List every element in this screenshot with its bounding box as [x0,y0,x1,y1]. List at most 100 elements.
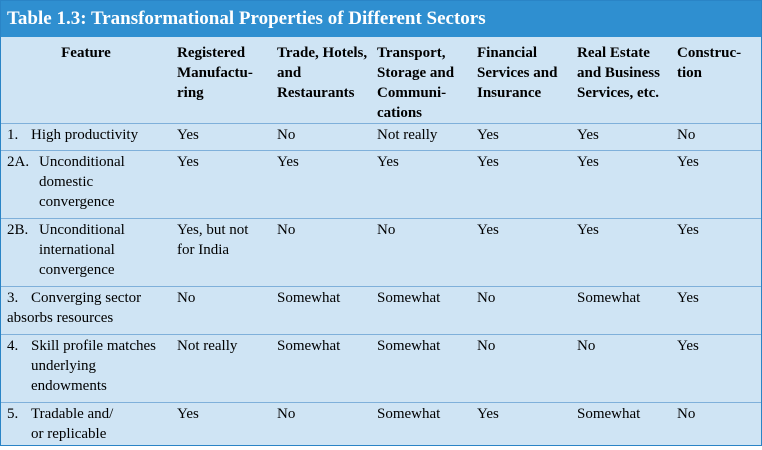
value-text: Yes [477,220,571,240]
value-cell: No [371,219,471,287]
value-text: Yes [377,152,471,172]
value-cell: Yes [171,124,271,151]
feature-number: 1. [7,125,31,145]
value-text: No [477,288,571,308]
value-cell: Yes [371,151,471,219]
value-text: No [377,220,471,240]
value-text: No [677,125,761,145]
value-text: Somewhat [277,336,371,356]
header-line: ring [177,83,271,103]
value-text: No [277,125,371,145]
table-row: 2B. Unconditional international converge… [1,219,761,287]
value-cell: No [171,287,271,335]
value-cell: Yes [671,335,761,403]
feature-text: Tradable and/ [31,404,113,424]
feature-number: 2A. [7,152,39,212]
value-text: Somewhat [277,288,371,308]
feature-text: endowments [31,376,156,396]
value-cell: Yes [671,151,761,219]
feature-number: 2B. [7,220,39,280]
value-cell: No [671,124,761,151]
feature-text: convergence [39,192,125,212]
header-line: Communi- [377,83,471,103]
value-cell: No [271,403,371,450]
value-cell: Yes [271,151,371,219]
value-cell: Yes [671,287,761,335]
feature-text: underlying [31,356,156,376]
value-cell: No [271,219,371,287]
value-text: Somewhat [377,288,471,308]
feature-number: 5. [7,404,31,444]
value-text: Somewhat [577,404,671,424]
header-line: cations [377,103,471,123]
value-text: Yes [277,152,371,172]
value-text: Yes [177,404,271,424]
header-line: Financial [477,43,571,63]
value-cell: Somewhat [271,287,371,335]
value-text: Yes [477,404,571,424]
value-cell: Not really [371,124,471,151]
header-line: and [277,63,371,83]
feature-cell: 2A. Unconditional domestic convergence [1,151,171,219]
value-text: Yes [677,220,761,240]
header-line: Registered [177,43,271,63]
value-text: Yes [677,288,761,308]
value-cell: Yes [571,219,671,287]
value-text: Somewhat [377,404,471,424]
table-title: Table 1.3: Transformational Properties o… [1,1,761,37]
feature-text: international [39,240,125,260]
value-text: Yes [477,125,571,145]
header-real-estate-business-services: Real Estate and Business Services, etc. [571,37,671,124]
value-cell: Somewhat [271,335,371,403]
value-cell: Yes [671,219,761,287]
value-text: No [177,288,271,308]
header-line: Manufactu- [177,63,271,83]
value-cell: Somewhat [371,287,471,335]
value-text: Yes [677,152,761,172]
value-cell: Somewhat [371,403,471,450]
header-financial-services-insurance: Financial Services and Insurance [471,37,571,124]
header-line: Services and [477,63,571,83]
feature-text: High productivity [31,125,138,145]
value-cell: Yes [171,151,271,219]
value-cell: Yes [471,151,571,219]
feature-text: Unconditional [39,220,125,240]
value-cell: Yes [171,403,271,450]
feature-text: Converging sector [31,288,141,308]
feature-text: Skill profile matches [31,336,156,356]
value-cell: No [271,124,371,151]
value-text: Yes, but not [177,220,271,240]
table-row: 5. Tradable and/ or replicable Yes No So… [1,403,761,450]
value-text: No [577,336,671,356]
value-cell: Yes [471,219,571,287]
value-cell: No [471,335,571,403]
feature-cell: 2B. Unconditional international converge… [1,219,171,287]
header-feature: Feature [1,37,171,124]
value-text: for India [177,240,271,260]
header-row: Feature Registered Manufactu- ring Trade… [1,37,761,124]
header-transport-storage-communications: Transport, Storage and Communi- cations [371,37,471,124]
table-row: 4. Skill profile matches underlying endo… [1,335,761,403]
feature-text: Unconditional [39,152,125,172]
value-cell: Somewhat [571,287,671,335]
feature-text: convergence [39,260,125,280]
value-text: No [277,220,371,240]
header-line: Restaurants [277,83,371,103]
value-cell: Yes [571,124,671,151]
value-cell: Somewhat [371,335,471,403]
value-text: Yes [677,336,761,356]
header-line: Storage and [377,63,471,83]
header-line: Feature [1,43,171,63]
feature-number: 4. [7,336,31,396]
table-row: 2A. Unconditional domestic convergence Y… [1,151,761,219]
value-cell: Yes [471,403,571,450]
feature-cell: 5. Tradable and/ or replicable [1,403,171,450]
value-text: Not really [177,336,271,356]
header-line: and Business [577,63,671,83]
header-registered-manufacturing: Registered Manufactu- ring [171,37,271,124]
value-text: Yes [177,125,271,145]
data-table: Feature Registered Manufactu- ring Trade… [1,37,761,450]
header-line: tion [677,63,761,83]
value-cell: No [471,287,571,335]
